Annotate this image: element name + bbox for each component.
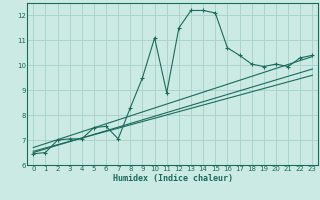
X-axis label: Humidex (Indice chaleur): Humidex (Indice chaleur) [113,174,233,183]
